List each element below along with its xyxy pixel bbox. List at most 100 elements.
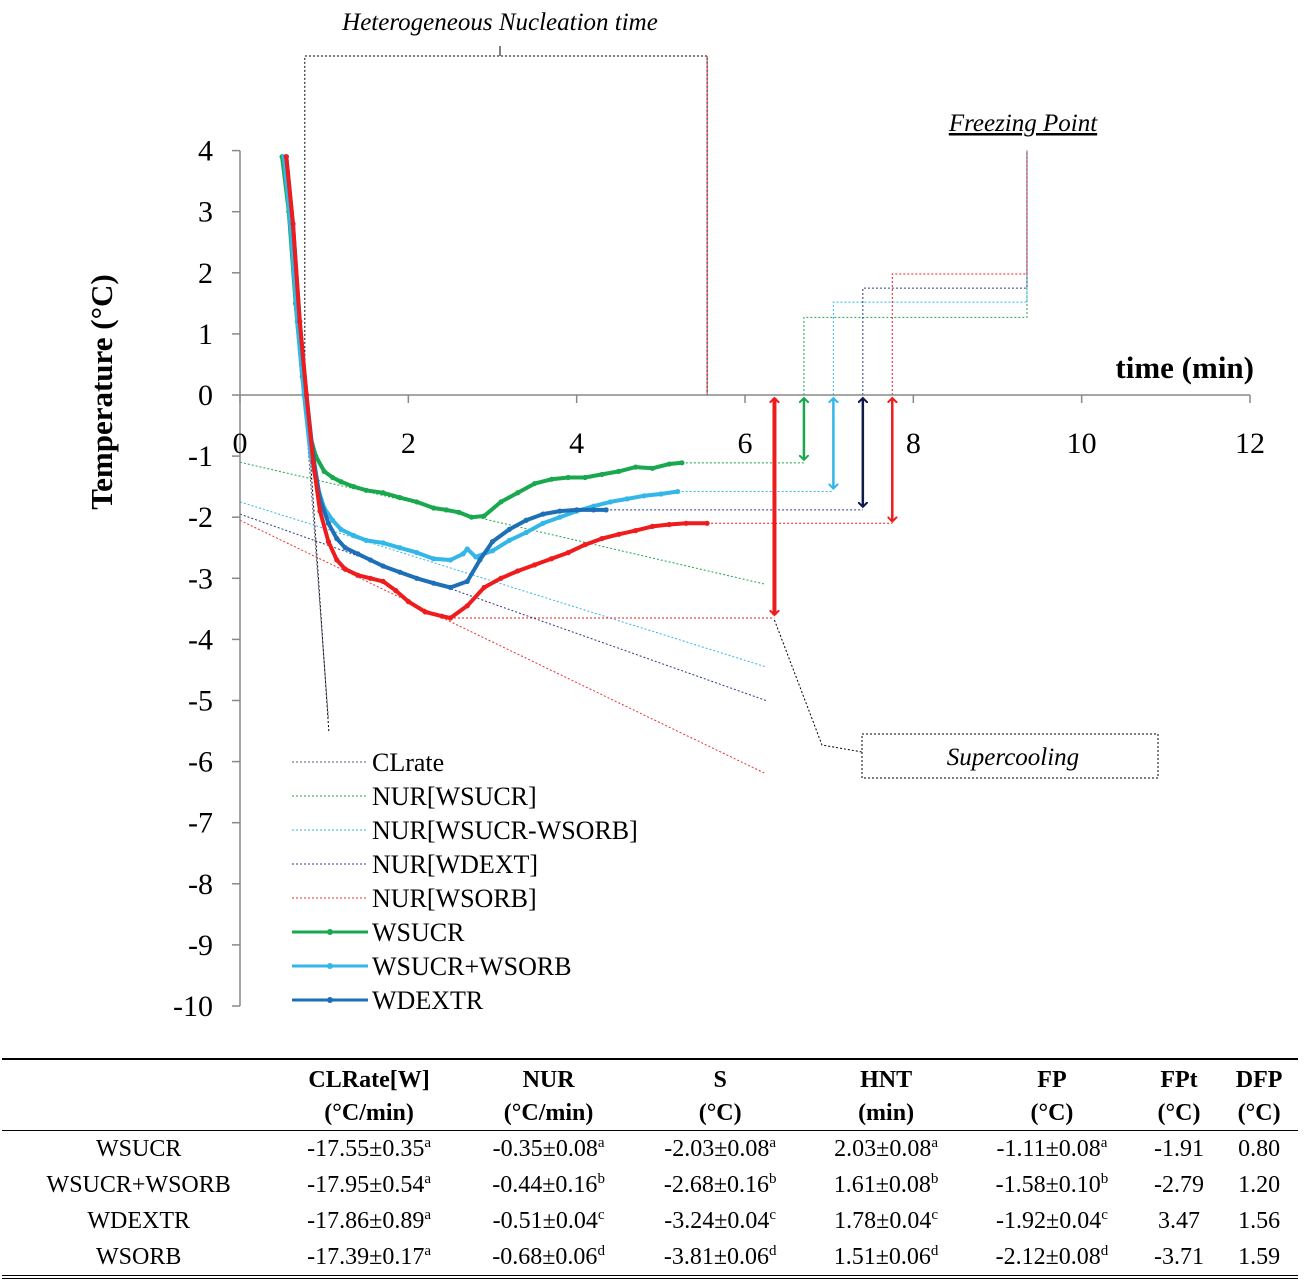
data-point-wsucr-wsorb (590, 503, 597, 509)
data-point-wsucr (498, 499, 504, 505)
data-point-wdextr (325, 520, 331, 526)
data-point-wsucr (632, 464, 639, 470)
data-point-wdextr (380, 563, 386, 569)
x-tick-label: 4 (569, 427, 584, 460)
data-point-wdextr (506, 526, 512, 533)
series-line-wsucr (280, 156, 683, 520)
column-unit: (°C) (1220, 1097, 1298, 1131)
table-body: WSUCR -17.55±0.35a -0.35±0.08a -2.03±0.08a 2… (2, 1131, 1298, 1279)
data-point-wdextr (523, 517, 529, 523)
data-point-wdextr (557, 508, 563, 514)
y-tick-label: -1 (188, 440, 213, 473)
table-cell: WSORB (2, 1239, 276, 1279)
series-line-wsucr-wsorb (281, 156, 678, 562)
data-point-wsorb (704, 520, 710, 526)
legend: CLrate NUR[WSUCR] NUR[WSUCR-WSORB] NUR[WDEX… (292, 748, 638, 1015)
data-point-wsucr-wsorb (464, 546, 470, 552)
x-tick-label: 0 (233, 427, 248, 460)
data-point-wsorb (649, 523, 656, 529)
column-header (2, 1058, 276, 1097)
supercooling-annotation: Supercooling (947, 744, 1079, 771)
table-header-row-1: CLRate[W] NUR S HNT FP FPt DFP (2, 1058, 1298, 1097)
fp-guide-line (891, 150, 1028, 395)
table-row: WSUCR+WSORB -17.95±0.54a -0.44±0.16b -2.68±… (2, 1167, 1298, 1203)
table-cell: 2.03±0.08a (834, 1134, 938, 1162)
table-cell: -1.91 (1153, 1135, 1204, 1162)
data-point-wsucr (397, 495, 403, 501)
table-cell: 3.47 (1157, 1207, 1200, 1234)
legend-label: NUR[WSORB] (372, 884, 537, 913)
table-cell: -3.71 (1137, 1239, 1221, 1279)
legend-label: WSUCR (372, 918, 465, 947)
data-point-wsucr-wsorb (380, 540, 386, 546)
data-point-wsorb (317, 508, 323, 514)
y-tick-label: 2 (198, 257, 213, 290)
column-unit: (°C/min) (275, 1097, 463, 1131)
y-tick-label: -6 (188, 746, 213, 779)
table-cell: -1.58±0.10b (995, 1170, 1109, 1198)
column-unit: (°C) (966, 1097, 1138, 1131)
data-point-wdextr (430, 580, 437, 586)
data-point-wdextr (464, 578, 470, 584)
arrows-layer (774, 398, 892, 615)
series-line-nur-wdext (239, 513, 767, 701)
data-point-wsucr (515, 490, 521, 496)
data-point-wsucr-wsorb (430, 556, 437, 562)
data-point-wdextr (590, 507, 597, 513)
table-cell: -2.68±0.16b (663, 1170, 777, 1198)
data-point-wsorb (297, 319, 303, 325)
data-point-wsucr-wsorb (641, 493, 647, 499)
data-point-wsorb (380, 578, 386, 584)
series-line-wsorb (284, 156, 708, 620)
legend-label: NUR[WSUCR] (372, 782, 537, 811)
data-point-wsucr-wsorb (460, 551, 466, 557)
table-cell: WSUCR (95, 1135, 182, 1162)
data-point-wsorb (481, 584, 487, 591)
table-cell: 1.20 (1238, 1171, 1281, 1198)
data-point-wsorb (303, 392, 310, 398)
data-point-wsucr (679, 460, 685, 466)
legend-label: NUR[WDEXT] (372, 850, 538, 879)
data-point-wsorb (666, 521, 672, 528)
data-point-wsorb (325, 539, 331, 545)
table-cell: -1.92±0.04c (996, 1206, 1108, 1234)
data-point-wdextr (489, 539, 496, 545)
table-cell: 1.61±0.08b (833, 1170, 939, 1198)
data-point-wsucr-wsorb (523, 529, 529, 536)
legend-label: WSUCR+WSORB (372, 952, 572, 981)
y-tick-label: 1 (198, 318, 213, 351)
data-point-wsucr-wsorb (329, 517, 336, 523)
data-point-wdextr (414, 575, 420, 581)
x-tick-label: 8 (906, 427, 921, 460)
data-point-wsorb (290, 221, 296, 227)
y-tick-label: 0 (198, 379, 213, 412)
x-axis-label: time (min) (1115, 350, 1254, 385)
data-point-wsorb (464, 603, 470, 609)
column-unit: (°C) (1137, 1097, 1221, 1131)
table-cell: -17.39±0.17a (275, 1239, 463, 1279)
y-tick-label: -8 (188, 868, 213, 901)
data-point-wsucr-wsorb (557, 514, 563, 520)
fp-guide-line (862, 150, 1028, 395)
data-point-wdextr (397, 569, 403, 575)
data-point-wsorb (582, 542, 588, 548)
table-cell: -2.03±0.08a (664, 1134, 777, 1162)
column-header: CLRate[W] (275, 1058, 463, 1097)
data-point-wsorb (283, 154, 289, 160)
y-axis-label: Temperature (°C) (84, 274, 119, 509)
table-header-row-2: (°C/min) (°C/min) (°C) (min) (°C) (°C) (°C) (2, 1097, 1298, 1131)
column-header: S (634, 1058, 806, 1097)
column-unit: (°C) (634, 1097, 806, 1131)
data-point-wsorb (447, 615, 454, 621)
data-point-wsucr (414, 499, 420, 505)
data-point-wsorb (334, 557, 340, 563)
data-point-wsucr (351, 484, 357, 490)
data-point-wdextr (540, 511, 546, 517)
data-point-wsucr-wsorb (351, 532, 357, 539)
data-point-wsucr-wsorb (414, 550, 420, 556)
data-point-wdextr (603, 507, 609, 513)
data-point-wsucr (380, 490, 386, 496)
data-point-wsorb (632, 528, 639, 534)
column-header: DFP (1220, 1058, 1298, 1097)
